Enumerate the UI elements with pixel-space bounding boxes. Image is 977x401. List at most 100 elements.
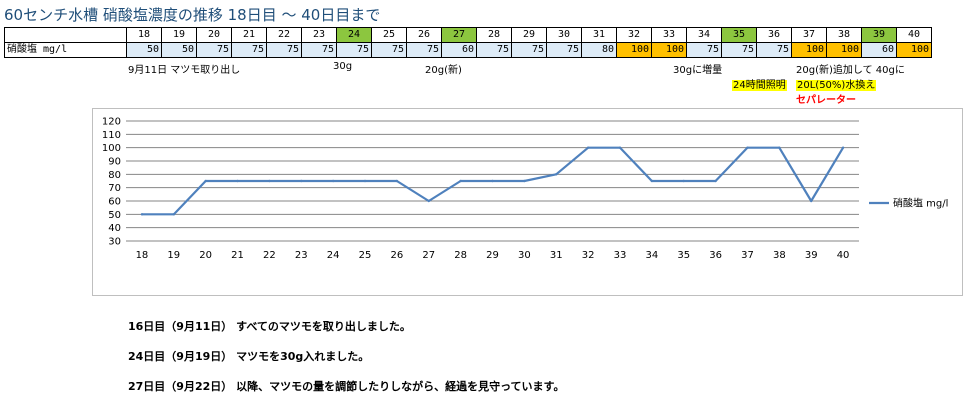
data-point — [618, 146, 622, 149]
x-tick-label: 37 — [741, 250, 754, 261]
day-cell: 25 — [371, 27, 407, 43]
value-cell: 75 — [406, 42, 442, 58]
note-add-20g-40g: 20g(新)追加して 40gに — [796, 65, 905, 76]
data-point — [714, 179, 717, 183]
value-cell: 50 — [126, 42, 162, 58]
x-tick-label: 29 — [486, 250, 499, 261]
day-cell: 18 — [126, 27, 162, 43]
data-point — [809, 199, 813, 203]
x-tick-label: 21 — [231, 250, 244, 261]
chart-area: 30 40 50 60 70 80 90 100 110 120 18 19 20 21 22 23 24 25 2… — [92, 108, 963, 296]
value-cell: 75 — [266, 42, 302, 58]
day-cell: 28 — [476, 27, 512, 43]
x-tick-label: 20 — [199, 250, 212, 261]
data-point — [682, 179, 685, 183]
note-increase-30g: 30gに増量 — [673, 65, 723, 76]
data-point — [140, 213, 144, 216]
data-point — [204, 179, 207, 183]
day-cell: 37 — [791, 27, 827, 43]
day-cell: 33 — [651, 27, 687, 43]
data-table: 18 19 20 21 22 23 24 25 26 27 28 29 30 31 32 33 34 35 36 37… — [4, 27, 932, 58]
value-cell: 100 — [826, 42, 862, 58]
value-cell: 75 — [756, 42, 792, 58]
x-tick-label: 28 — [454, 250, 467, 261]
value-cell: 75 — [476, 42, 512, 58]
y-tick-label: 70 — [108, 183, 121, 194]
day-cell: 32 — [616, 27, 652, 43]
day-cell: 40 — [896, 27, 932, 43]
value-cell: 75 — [231, 42, 267, 58]
note-water-change-text: 20L(50%)水換え — [796, 80, 877, 91]
x-tick-label: 19 — [167, 250, 180, 261]
data-point — [650, 179, 654, 183]
table-row-days: 18 19 20 21 22 23 24 25 26 27 28 29 30 31 32 33 34 35 36 37… — [4, 27, 932, 43]
x-tick-label: 40 — [837, 250, 850, 261]
y-tick-label: 30 — [108, 237, 121, 248]
table-row-label: 硝酸塩 mg/l — [4, 42, 127, 58]
x-tick-label: 36 — [709, 250, 722, 261]
data-point — [268, 179, 271, 183]
value-cell: 50 — [161, 42, 197, 58]
day-cell: 27 — [441, 27, 477, 43]
value-cell: 60 — [861, 42, 897, 58]
value-cell: 75 — [721, 42, 757, 58]
data-point — [459, 179, 462, 183]
day-cell: 19 — [161, 27, 197, 43]
comment-day27: 27日目（9月22日） 以降、マツモの量を調節したりしながら、経過を見守っていま… — [128, 380, 565, 393]
note-24h-light-text: 24時間照明 — [732, 80, 787, 91]
x-tick-label: 39 — [805, 250, 818, 261]
value-cell: 75 — [196, 42, 232, 58]
data-point — [778, 146, 781, 149]
day-cell: 34 — [686, 27, 722, 43]
note-separator: セパレーター — [796, 95, 856, 106]
day-cell: 39 — [861, 27, 897, 43]
day-cell: 31 — [581, 27, 617, 43]
value-cell: 75 — [511, 42, 547, 58]
value-cell: 100 — [651, 42, 687, 58]
x-tick-label: 27 — [422, 250, 435, 261]
page-title: 60センチ水槽 硝酸塩濃度の推移 18日目 ～ 40日目まで — [4, 6, 381, 24]
y-tick-label: 80 — [108, 170, 121, 181]
x-tick-label: 23 — [295, 250, 308, 261]
note-water-change: 20L(50%)水換え — [796, 76, 877, 91]
y-tick-label: 120 — [102, 117, 121, 128]
data-point — [395, 179, 399, 183]
y-tick-label: 100 — [102, 143, 121, 154]
note-remove-matsumo: 9月11日 マツモ取り出し — [128, 65, 241, 76]
y-tick-label: 110 — [102, 130, 121, 141]
x-tick-label: 33 — [614, 250, 627, 261]
x-tick-label: 24 — [327, 250, 340, 261]
day-cell: 35 — [721, 27, 757, 43]
data-point — [300, 179, 303, 183]
y-tick-label: 60 — [108, 197, 121, 208]
data-point — [236, 179, 239, 183]
day-cell: 26 — [406, 27, 442, 43]
data-point — [363, 179, 367, 183]
value-cell: 60 — [441, 42, 477, 58]
x-tick-label: 31 — [550, 250, 563, 261]
data-point — [427, 199, 430, 203]
y-tick-label: 50 — [108, 210, 121, 221]
x-tick-label: 38 — [773, 250, 786, 261]
day-cell: 22 — [266, 27, 302, 43]
note-20g-new: 20g(新) — [425, 65, 462, 76]
value-cell: 75 — [686, 42, 722, 58]
value-cell: 75 — [336, 42, 372, 58]
y-tick-label: 40 — [108, 223, 121, 234]
x-tick-label: 18 — [136, 250, 149, 261]
x-tick-label: 34 — [645, 250, 658, 261]
value-cell: 100 — [791, 42, 827, 58]
note-30g: 30g — [333, 61, 353, 72]
comment-day24: 24日目（9月19日） マツモを30g入れました。 — [128, 350, 370, 363]
note-24h-light: 24時間照明 — [732, 76, 787, 91]
day-cell: 20 — [196, 27, 232, 43]
day-cell: 21 — [231, 27, 267, 43]
data-point — [746, 146, 749, 149]
x-tick-label: 30 — [518, 250, 531, 261]
data-point — [491, 179, 494, 183]
data-point — [586, 146, 590, 149]
table-corner-cell — [4, 27, 127, 43]
y-tick-label: 90 — [108, 157, 121, 168]
value-cell: 75 — [301, 42, 337, 58]
day-cell: 29 — [511, 27, 547, 43]
